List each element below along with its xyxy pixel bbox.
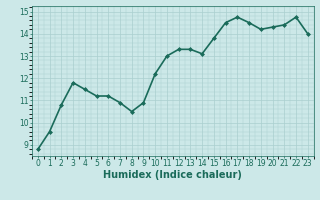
X-axis label: Humidex (Indice chaleur): Humidex (Indice chaleur) xyxy=(103,170,242,180)
